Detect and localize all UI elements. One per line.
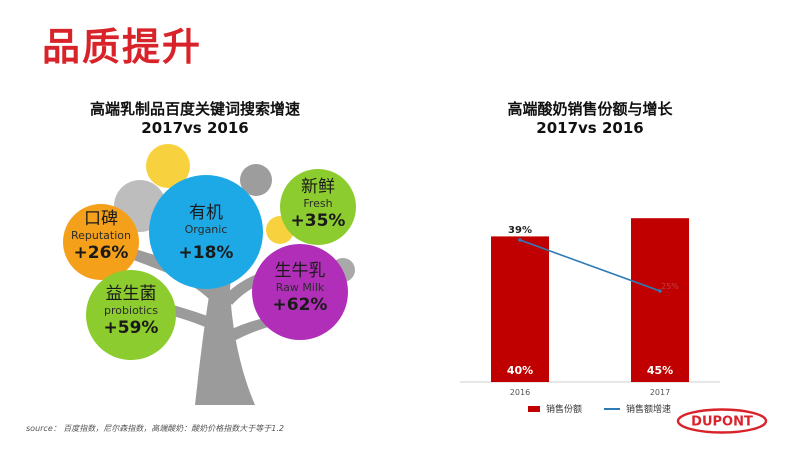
legend-label-bar: 销售份额 <box>546 405 583 415</box>
bubble-organic-en: Organic <box>184 222 228 236</box>
bar-label-2017: 45% <box>647 364 673 377</box>
x-tick-2016: 2016 <box>510 388 530 397</box>
deco-circle-yellow <box>146 144 190 188</box>
bubble-probiotics-en: probiotics <box>104 303 158 317</box>
bar-line-chart: 40% 2016 45% 2017 39% 25% <box>460 218 720 397</box>
bubble-raw-milk-pct: +62% <box>272 295 328 316</box>
growth-line <box>519 239 661 292</box>
bubble-reputation <box>63 204 139 280</box>
dupont-logo: DUPONT <box>676 408 768 434</box>
bubble-organic-pct: +18% <box>178 243 234 264</box>
growth-label-2017: 25% <box>661 282 679 291</box>
bubble-organic-zh: 有机 <box>189 203 223 223</box>
source-note: source： 百度指数，尼尔森指数，高端酸奶：酸奶价格指数大于等于1.2 <box>26 424 285 433</box>
bubble-fresh-zh: 新鲜 <box>301 177 335 197</box>
bar-2017 <box>631 218 689 382</box>
deco-circle-gray-2 <box>240 164 272 196</box>
right-chart-title-line2: 2017vs 2016 <box>536 119 644 137</box>
right-chart-title: 高端酸奶销售份额与增长 2017vs 2016 <box>455 100 725 138</box>
page-title: 品质提升 <box>42 25 203 69</box>
bubble-raw-milk-zh: 生牛乳 <box>274 261 326 281</box>
legend-swatch-bar <box>528 405 540 412</box>
legend-swatch-line <box>604 407 621 410</box>
right-chart-title-line1: 高端酸奶销售份额与增长 <box>507 100 673 118</box>
growth-label-2016: 39% <box>508 225 532 236</box>
bar-label-2016: 40% <box>507 364 533 377</box>
left-chart-title-line2: 2017vs 2016 <box>141 119 249 137</box>
growth-point-2016 <box>518 238 522 242</box>
bubble-reputation-zh: 口碑 <box>84 209 118 229</box>
bubble-probiotics <box>86 270 176 360</box>
bubble-raw-milk-text: 生牛乳 Raw Milk +62% <box>272 261 328 316</box>
chart-legend: 销售份额 销售额增速 <box>528 402 671 415</box>
bubble-fresh-pct: +35% <box>290 211 346 232</box>
bubble-fresh-en: Fresh <box>303 196 333 210</box>
bubble-reputation-pct: +26% <box>73 243 129 264</box>
bubble-probiotics-text: 益生菌 probiotics +59% <box>103 284 159 339</box>
bubble-raw-milk-en: Raw Milk <box>275 280 325 294</box>
bubble-probiotics-zh: 益生菌 <box>105 284 157 304</box>
dupont-logo-text: DUPONT <box>691 415 753 430</box>
bubble-organic <box>149 175 263 289</box>
left-chart-title-line1: 高端乳制品百度关键词搜索增速 <box>89 100 300 118</box>
bubble-reputation-en: Reputation <box>71 228 131 242</box>
bubble-fresh-text: 新鲜 Fresh +35% <box>290 177 346 232</box>
bubble-reputation-text: 口碑 Reputation +26% <box>71 209 131 264</box>
growth-point-2017 <box>658 289 662 293</box>
x-tick-2017: 2017 <box>650 388 670 397</box>
bar-2016 <box>491 236 549 382</box>
bubble-fresh <box>280 169 356 245</box>
legend-label-line: 销售额增速 <box>626 405 672 415</box>
bubble-organic-text: 有机 Organic +18% <box>178 203 234 264</box>
bubble-raw-milk <box>252 244 348 340</box>
left-chart-title: 高端乳制品百度关键词搜索增速 2017vs 2016 <box>60 100 330 138</box>
bubble-probiotics-pct: +59% <box>103 318 159 339</box>
